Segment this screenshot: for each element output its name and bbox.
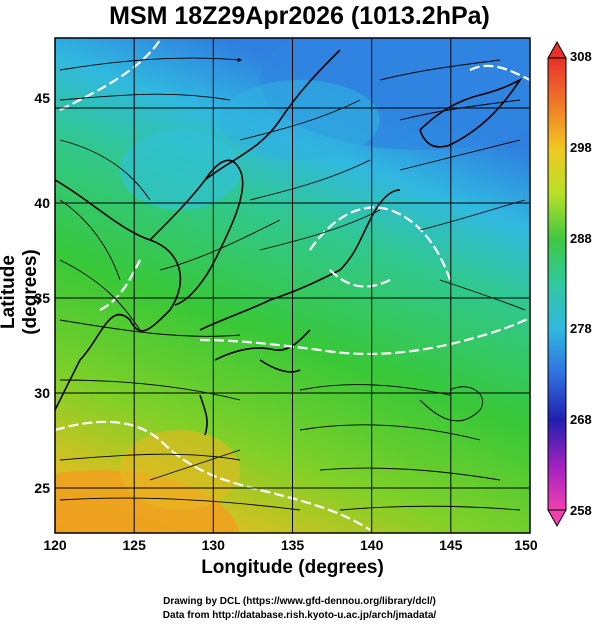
x-axis-label: Longitude (degrees) [201, 557, 384, 578]
isotherm-contours [55, 39, 530, 531]
grid-lines [55, 38, 530, 533]
y-tick: 35 [34, 290, 50, 306]
x-tick: 150 [514, 537, 538, 553]
colorbar-tick: 298 [570, 140, 592, 155]
x-tick: 145 [439, 537, 463, 553]
y-tick: 30 [34, 385, 50, 401]
colorbar: 308 298 288 278 268 258 [547, 40, 592, 528]
credit-data-source: Data from http://database.rish.kyoto-u.a… [162, 610, 437, 621]
y-tick: 25 [34, 480, 50, 496]
x-tick-labels: 120 125 130 135 140 145 150 [43, 537, 538, 553]
plot-frame [54, 37, 531, 534]
x-tick: 135 [281, 537, 305, 553]
x-tick: 120 [43, 537, 67, 553]
colorbar-tick: 288 [570, 231, 592, 246]
y-axis-label: Latitude (degrees) [0, 249, 41, 335]
colorbar-tick: 268 [570, 412, 592, 427]
x-tick: 140 [360, 537, 384, 553]
credit-drawing: Drawing by DCL (https://www.gfd-dennou.o… [163, 596, 436, 607]
colorbar-tick: 258 [570, 503, 592, 518]
colorbar-bottom-arrow [547, 509, 567, 528]
colorbar-tick: 308 [570, 49, 592, 64]
x-tick: 125 [123, 537, 147, 553]
colorbar-top-arrow [547, 40, 567, 59]
y-tick: 45 [34, 90, 50, 106]
coastlines [55, 49, 523, 436]
colorbar-tick: 278 [570, 321, 592, 336]
x-tick: 130 [202, 537, 226, 553]
y-tick: 40 [34, 195, 50, 211]
y-tick-labels: 25 30 35 40 45 [34, 90, 50, 496]
map-title: MSM 18Z29Apr2026 (1013.2hPa) [109, 2, 490, 30]
colorbar-scale [547, 57, 567, 511]
